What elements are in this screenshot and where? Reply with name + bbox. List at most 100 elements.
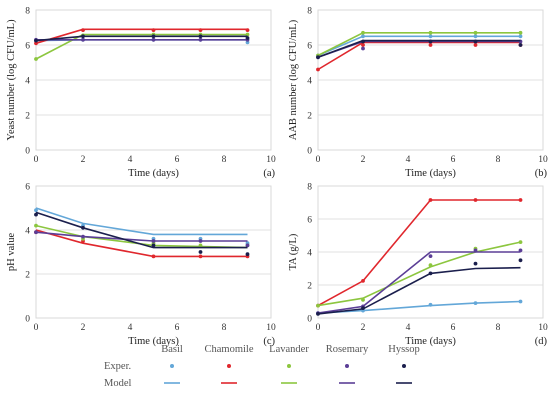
x-tick-label: 8 bbox=[222, 323, 227, 333]
legend-entry-label: Rosemary bbox=[326, 344, 369, 355]
x-tick-label: 8 bbox=[496, 323, 501, 333]
data-point-basil bbox=[473, 301, 478, 305]
data-point-lavander bbox=[518, 240, 523, 245]
x-tick-label: 0 bbox=[34, 155, 39, 165]
y-tick-label: 0 bbox=[25, 315, 30, 325]
y-tick-label: 4 bbox=[25, 227, 30, 237]
data-point-rosemary bbox=[34, 230, 38, 235]
y-tick-label: 2 bbox=[25, 271, 30, 281]
data-point-lavander bbox=[34, 223, 38, 228]
model-line-rosemary bbox=[317, 251, 521, 314]
legend-exper-label: Exper. bbox=[104, 361, 131, 372]
data-point-chamomile bbox=[428, 198, 433, 202]
series-hyssop bbox=[34, 34, 250, 43]
data-point-chamomile bbox=[34, 41, 38, 46]
data-point-hyssop bbox=[151, 34, 156, 39]
y-tick-label: 0 bbox=[307, 147, 312, 157]
data-point-basil bbox=[473, 34, 478, 39]
y-tick-label: 8 bbox=[307, 183, 312, 193]
data-point-hyssop bbox=[34, 38, 38, 43]
data-point-lavander bbox=[361, 30, 365, 35]
legend-item-rosemary: Rosemary bbox=[326, 344, 369, 384]
data-point-hyssop bbox=[198, 34, 203, 39]
y-tick-label: 6 bbox=[25, 183, 30, 193]
model-line-rosemary bbox=[317, 40, 521, 59]
series-hyssop bbox=[34, 211, 250, 257]
data-point-chamomile bbox=[198, 254, 203, 259]
data-point-rosemary bbox=[151, 37, 156, 42]
legend-item-chamomile: Chamomile bbox=[205, 344, 254, 384]
data-point-hyssop bbox=[518, 43, 523, 47]
data-point-chamomile bbox=[245, 28, 250, 32]
plot-frame bbox=[35, 185, 272, 319]
x-tick-label: 4 bbox=[406, 155, 411, 165]
legend-marker bbox=[402, 364, 406, 368]
data-point-chamomile bbox=[473, 43, 478, 47]
x-tick-label: 6 bbox=[451, 323, 456, 333]
x-tick-label: 8 bbox=[496, 155, 501, 165]
data-point-chamomile bbox=[151, 254, 156, 259]
data-point-lavander bbox=[518, 30, 523, 35]
data-point-basil bbox=[361, 34, 365, 39]
y-tick-label: 0 bbox=[307, 315, 312, 325]
data-point-chamomile bbox=[361, 279, 365, 283]
data-point-lavander bbox=[34, 57, 38, 61]
x-tick-label: 4 bbox=[128, 323, 133, 333]
data-point-chamomile bbox=[518, 198, 523, 202]
y-tick-label: 6 bbox=[307, 42, 312, 52]
data-point-rosemary bbox=[151, 239, 156, 243]
legend-item-lavander: Lavander bbox=[269, 344, 309, 384]
data-point-rosemary bbox=[518, 248, 523, 253]
data-point-chamomile bbox=[361, 43, 365, 47]
legend-entry-label: Chamomile bbox=[205, 344, 254, 355]
x-tick-label: 2 bbox=[81, 323, 86, 333]
y-tick-label: 2 bbox=[307, 282, 312, 292]
data-point-chamomile bbox=[316, 67, 320, 72]
panel-b: 0 2 4 6 8 0 2 4 6 8 10 Time (days) AAB number (log C… bbox=[288, 7, 548, 180]
data-point-hyssop bbox=[198, 250, 203, 254]
x-axis-title: Time (days) bbox=[128, 336, 179, 347]
data-point-lavander bbox=[473, 30, 478, 35]
data-point-hyssop bbox=[473, 261, 478, 266]
data-point-hyssop bbox=[361, 306, 365, 310]
legend-marker bbox=[170, 364, 174, 368]
data-point-hyssop bbox=[81, 225, 85, 230]
y-axis-title: Yeast number (log CFU/mL) bbox=[6, 19, 17, 141]
y-tick-label: 4 bbox=[307, 249, 312, 259]
data-point-basil bbox=[428, 34, 433, 39]
series-rosemary bbox=[34, 230, 250, 248]
series-rosemary bbox=[316, 248, 523, 315]
series-hyssop bbox=[316, 258, 523, 316]
series-basil bbox=[316, 299, 523, 315]
data-point-chamomile bbox=[473, 198, 478, 202]
data-point-chamomile bbox=[428, 43, 433, 47]
y-tick-label: 4 bbox=[307, 77, 312, 87]
y-tick-label: 2 bbox=[25, 112, 30, 122]
legend-entry-label: Basil bbox=[161, 344, 183, 355]
data-point-rosemary bbox=[198, 239, 203, 243]
data-point-hyssop bbox=[245, 36, 250, 40]
data-point-lavander bbox=[245, 32, 250, 37]
data-point-hyssop bbox=[245, 252, 250, 257]
panel-label: (b) bbox=[535, 168, 548, 179]
y-tick-label: 6 bbox=[25, 42, 30, 52]
legend-item-hyssop: Hyssop bbox=[388, 344, 420, 384]
data-point-chamomile bbox=[81, 28, 85, 32]
data-point-hyssop bbox=[473, 39, 478, 44]
data-point-lavander bbox=[361, 298, 365, 302]
data-point-hyssop bbox=[34, 212, 38, 217]
data-point-rosemary bbox=[81, 234, 85, 239]
y-axis-title: TA (g/L) bbox=[288, 233, 299, 270]
y-tick-label: 6 bbox=[307, 216, 312, 226]
legend-items: Basil Chamomile Lavander Rosemary Hyssop bbox=[161, 344, 420, 384]
panel-c: 0 2 4 6 0 2 4 6 8 10 Time (days) pH value (c) bbox=[6, 183, 276, 348]
x-tick-label: 10 bbox=[266, 155, 276, 165]
data-point-basil bbox=[245, 40, 250, 45]
panel-d: 0 2 4 6 8 0 2 4 6 8 10 Time (days) TA (g/L) (d) bbox=[288, 183, 548, 348]
x-tick-label: 4 bbox=[128, 155, 133, 165]
x-axis-title: Time (days) bbox=[405, 336, 456, 347]
data-point-basil bbox=[518, 299, 523, 304]
data-point-basil bbox=[34, 208, 38, 213]
data-point-lavander bbox=[428, 30, 433, 35]
